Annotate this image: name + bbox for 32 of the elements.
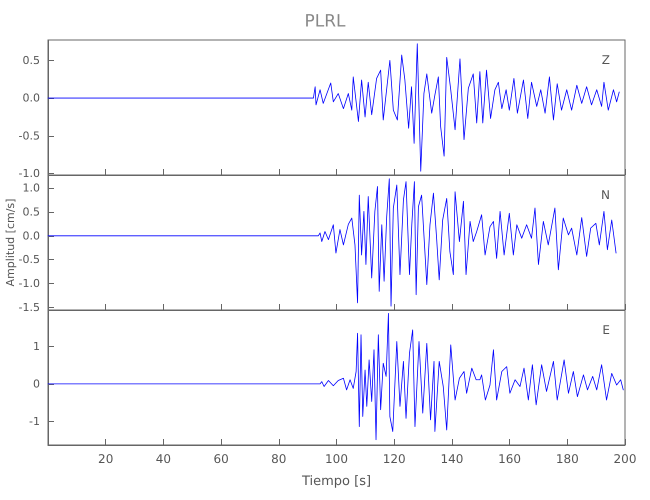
y-tick-label: 0.0	[22, 229, 40, 242]
annotation: E	[602, 323, 610, 337]
y-tick-label: 0.0	[22, 92, 40, 105]
line-series	[48, 312, 624, 440]
x-tick-label: 180	[556, 452, 579, 466]
x-tick-label: 120	[382, 452, 406, 466]
y-tick-label: -1.5	[18, 301, 40, 314]
y-tick-label: -1.0	[18, 166, 40, 180]
y-tick-label: 1	[33, 340, 40, 353]
x-axis-title: Tiempo [s]	[300, 474, 372, 489]
x-tick-label: 200	[614, 452, 636, 466]
x-tick-label: 80	[271, 452, 286, 466]
y-axis-title: Amplitud [cm/s]	[4, 198, 17, 286]
x-tick-label: 100	[325, 452, 348, 466]
y-tick-label: -0.5	[18, 129, 40, 142]
x-tick-label: 140	[440, 452, 464, 466]
y-tick-label: 0	[33, 377, 40, 390]
chart-title: PLRL	[304, 12, 346, 32]
y-tick-label: 1.0	[22, 181, 40, 194]
y-tick-label: 0.5	[22, 205, 40, 218]
line-series	[48, 178, 616, 307]
annotation: Z	[602, 53, 610, 67]
y-tick-label: -1	[29, 414, 40, 428]
y-tick-label: 0.5	[22, 54, 40, 67]
x-tick-label: 60	[213, 452, 229, 466]
x-tick-label: 20	[98, 452, 114, 466]
annotation: N	[601, 188, 610, 202]
y-tick-label: -1.0	[18, 277, 40, 290]
line-series	[48, 43, 620, 172]
y-tick-label: -0.5	[18, 253, 40, 266]
x-tick-label: 40	[156, 452, 172, 466]
x-tick-label: 160	[498, 452, 522, 466]
